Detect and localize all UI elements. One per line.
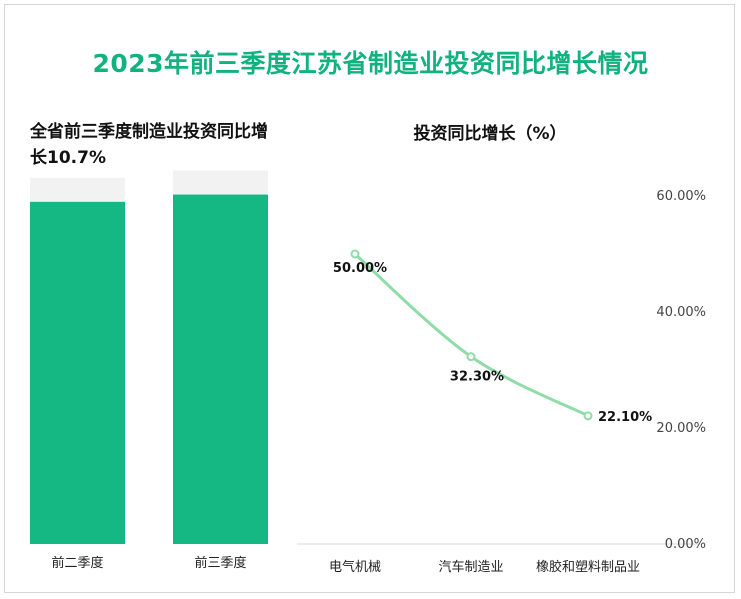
bar-category-label: 前三季度: [194, 555, 246, 571]
bar-category-label: 前二季度: [51, 555, 103, 571]
y-tick-label: 0.00%: [665, 537, 706, 552]
bar: [30, 201, 125, 544]
data-label: 22.10%: [598, 410, 652, 425]
y-tick-label: 40.00%: [656, 305, 706, 320]
y-tick-label: 60.00%: [656, 189, 706, 204]
chart-frame: [4, 4, 735, 593]
page-title: 2023年前三季度江苏省制造业投资同比增长情况: [92, 49, 649, 78]
data-label: 32.30%: [450, 370, 504, 385]
bar-chart-title: 全省前三季度制造业投资同比增长10.7%: [30, 122, 268, 168]
series-line: [354, 252, 589, 418]
bar: [173, 194, 268, 544]
y-tick-label: 20.00%: [656, 421, 706, 436]
data-point: [350, 249, 360, 259]
x-category-label: 电气机械: [329, 559, 381, 575]
data-point: [583, 411, 593, 421]
x-category-label: 汽车制造业: [438, 559, 503, 575]
data-point: [466, 352, 476, 362]
data-label: 50.00%: [333, 261, 387, 276]
x-category-label: 橡胶和塑料制品业: [536, 559, 640, 575]
line-chart-title: 投资同比增长（%）: [413, 124, 567, 144]
